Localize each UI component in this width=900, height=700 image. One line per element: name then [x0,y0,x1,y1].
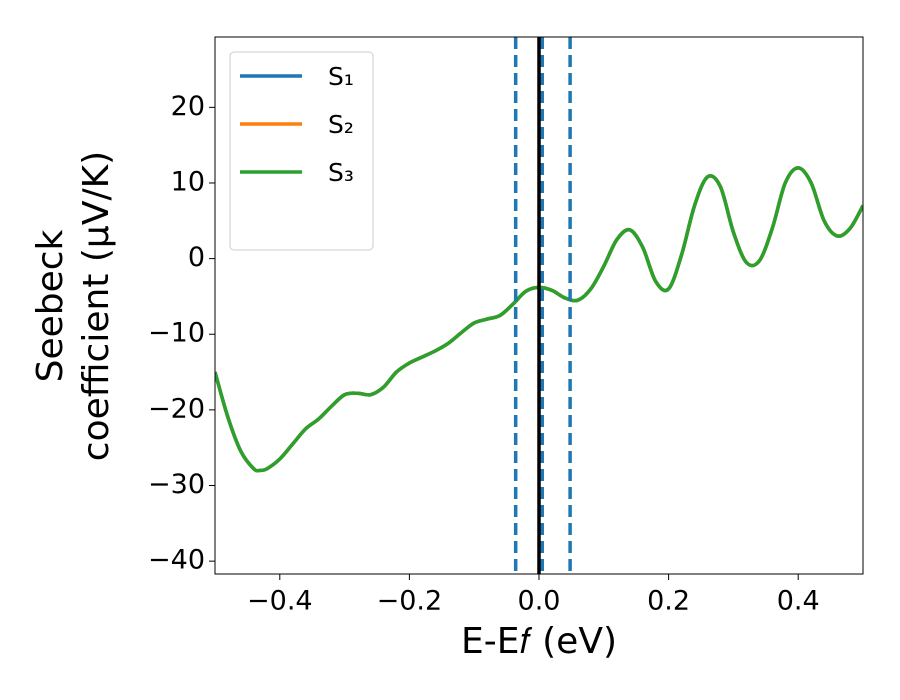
y-axis-label: Seebeck coefficient (μV/K) [30,151,117,461]
y-axis-label-line: Seebeck [30,229,71,382]
legend-box [229,51,374,251]
x-tick-label: −0.2 [377,586,443,617]
y-tick-label: −30 [148,469,205,500]
y-axis-label-line: coefficient (μV/K) [76,151,117,461]
x-axis-label: E-E𝑓 (eV) [461,621,617,662]
legend-label: S₂ [328,110,354,139]
y-tick-label: −10 [148,318,205,349]
y-tick-label: −20 [148,393,205,424]
legend-label: S₃ [328,158,354,187]
y-tick-label: 0 [188,242,205,273]
legend-label: S₁ [328,62,354,91]
y-tick-label: −40 [148,545,205,576]
y-tick-label: 20 [171,91,205,122]
plot-frame [214,36,864,575]
y-tick-label: 10 [171,166,205,197]
x-tick-label: −0.4 [247,586,313,617]
x-tick-label: 0.0 [518,586,561,617]
series-line [215,166,863,473]
x-tick-label: 0.4 [777,586,820,617]
x-tick-label: 0.2 [647,586,690,617]
